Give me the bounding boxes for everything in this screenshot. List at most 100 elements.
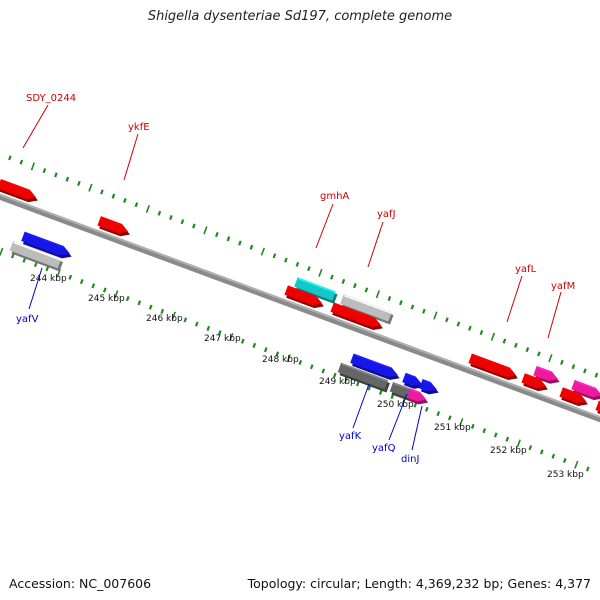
outer-tick xyxy=(307,266,311,272)
gene-feature-red-2[interactable] xyxy=(97,216,130,237)
gene-feature-track xyxy=(0,179,600,417)
inner-tick xyxy=(447,415,452,421)
inner-tick xyxy=(33,261,38,268)
gene-label-sdy0244[interactable]: SDY_0244 xyxy=(26,93,76,104)
outer-tick xyxy=(341,278,346,284)
outer-tick xyxy=(375,290,381,299)
kbp-label-248: 248 kbp xyxy=(262,355,299,365)
gene-label-yafj[interactable]: yafJ xyxy=(377,209,396,220)
gene-label-gmha[interactable]: gmhA xyxy=(320,191,349,202)
leader-line-yafq xyxy=(388,393,408,441)
inner-tick xyxy=(424,406,429,412)
inner-tick xyxy=(22,257,27,263)
inner-tick xyxy=(390,394,395,400)
outer-tick xyxy=(100,189,104,195)
outer-tick xyxy=(249,244,254,250)
genome-backbone xyxy=(0,193,600,423)
outer-tick xyxy=(525,347,530,353)
gene-feature-face xyxy=(533,365,558,381)
inner-tick xyxy=(585,466,590,472)
gene-feature-blue-2[interactable] xyxy=(350,353,400,380)
gene-feature-red-7[interactable] xyxy=(559,387,588,406)
gene-feature-face xyxy=(0,179,37,200)
gene-feature-face xyxy=(9,241,62,269)
inner-tick xyxy=(505,436,510,442)
inner-tick xyxy=(171,311,176,320)
gene-feature-magenta-3[interactable] xyxy=(406,388,429,405)
gene-label-yafl[interactable]: yafL xyxy=(515,264,537,275)
genome-backbone-highlight xyxy=(0,194,600,418)
gene-feature-face xyxy=(350,353,398,377)
inner-tick xyxy=(493,432,498,438)
inner-tick xyxy=(516,439,521,448)
inner-tick xyxy=(413,402,418,408)
inner-tick xyxy=(137,300,142,306)
gene-feature-highlight xyxy=(423,379,431,384)
inner-tick xyxy=(298,359,303,366)
outer-tick xyxy=(157,210,162,216)
gene-feature-cyan-1[interactable] xyxy=(294,277,338,304)
outer-tick xyxy=(215,232,219,238)
inner-tick xyxy=(114,290,119,299)
inner-tick xyxy=(79,279,84,285)
gene-feature-red-8[interactable] xyxy=(595,400,600,417)
inner-tick xyxy=(252,342,257,348)
gene-label-yafm[interactable]: yafM xyxy=(551,281,575,292)
outer-tick xyxy=(433,311,438,320)
outer-tick xyxy=(318,268,323,277)
gene-feature-highlight xyxy=(13,241,62,261)
inner-tick xyxy=(229,332,234,341)
leader-line-yafk xyxy=(352,383,370,429)
gene-feature-gray-2[interactable] xyxy=(9,241,63,272)
outer-tick xyxy=(169,214,173,221)
inner-tick xyxy=(551,453,556,459)
gene-feature-blue-1[interactable] xyxy=(21,231,72,259)
outer-tick xyxy=(30,162,36,171)
outer-tick xyxy=(192,223,196,229)
inner-tick xyxy=(459,418,464,427)
gene-feature-red-5[interactable] xyxy=(468,353,518,381)
gene-feature-face xyxy=(559,387,587,403)
inner-tick xyxy=(332,372,337,378)
outer-tick xyxy=(226,236,231,242)
kbp-label-251: 251 kbp xyxy=(434,423,471,433)
inner-tick xyxy=(263,347,268,353)
gene-feature-face xyxy=(419,379,437,392)
gene-feature-face xyxy=(337,362,389,390)
gene-feature-gray-1[interactable] xyxy=(340,294,394,325)
gene-feature-red-3[interactable] xyxy=(284,285,324,309)
gene-label-yafq[interactable]: yafQ xyxy=(372,443,396,454)
gene-label-yafv[interactable]: yafV xyxy=(16,314,39,325)
inner-tick xyxy=(10,253,15,259)
inner-tick xyxy=(45,266,50,272)
gene-label-dinj[interactable]: dinJ xyxy=(401,454,419,465)
gene-feature-highlight xyxy=(288,285,316,298)
gene-feature-magenta-2[interactable] xyxy=(571,379,600,401)
gene-feature-magenta-1[interactable] xyxy=(533,365,560,384)
gene-feature-red-4[interactable] xyxy=(330,302,383,330)
gene-feature-highlight xyxy=(472,354,510,370)
inner-tick xyxy=(574,460,579,469)
gene-feature-blue-3[interactable] xyxy=(402,372,424,389)
gene-feature-gray-3[interactable] xyxy=(337,362,390,393)
gene-feature-highlight xyxy=(406,373,416,379)
gene-label-ykfe[interactable]: ykfE xyxy=(128,122,150,133)
kbp-label-247: 247 kbp xyxy=(204,334,241,344)
gene-feature-highlight xyxy=(537,366,552,374)
outer-tick xyxy=(468,325,472,331)
map-title: Shigella dysenteriae Sd197, complete gen… xyxy=(147,9,453,24)
gene-feature-red-1[interactable] xyxy=(0,179,38,203)
outer-tick xyxy=(490,332,496,341)
gene-label-yafk[interactable]: yafK xyxy=(339,431,362,442)
inner-tick xyxy=(436,411,441,417)
gene-feature-face xyxy=(406,388,427,402)
outer-tick xyxy=(134,202,139,208)
outer-tick xyxy=(42,168,47,174)
outer-tick xyxy=(65,176,70,182)
gene-feature-red-6[interactable] xyxy=(521,373,548,392)
inner-tick xyxy=(528,445,533,451)
gene-feature-blue-4[interactable] xyxy=(419,379,439,395)
outer-tick xyxy=(19,159,24,165)
inner-tick xyxy=(482,428,487,434)
